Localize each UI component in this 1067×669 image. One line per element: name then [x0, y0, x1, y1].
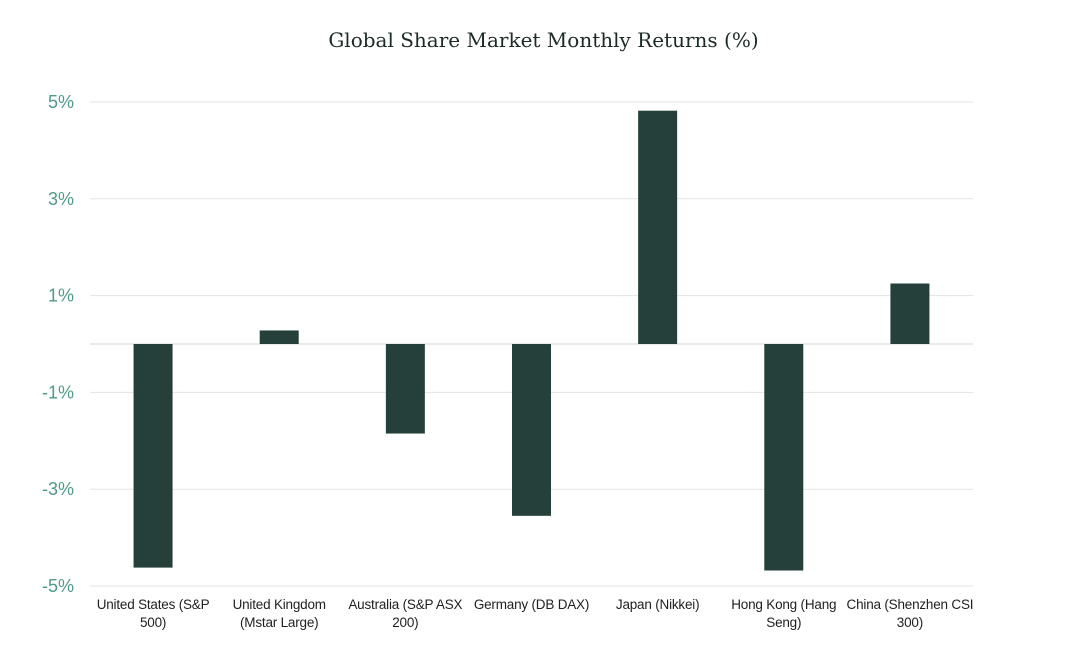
x-tick-label: United Kingdom [233, 597, 326, 612]
x-tick-label: United States (S&P [97, 597, 210, 612]
x-tick-label: China (Shenzhen CSI [847, 597, 974, 612]
x-tick-label: Hong Kong (Hang [731, 597, 836, 612]
x-tick-label: 300) [897, 615, 923, 630]
y-tick-label: 3% [48, 189, 74, 209]
y-tick-label: 5% [48, 92, 74, 112]
x-tick-label: 500) [140, 615, 166, 630]
bar [764, 344, 804, 571]
x-tick-label: Japan (Nikkei) [616, 597, 699, 612]
bar [890, 283, 930, 344]
y-tick-label: -3% [42, 479, 74, 499]
bar [638, 110, 678, 344]
y-tick-label: -5% [42, 576, 74, 596]
bar [259, 330, 299, 344]
x-tick-label: Germany (DB DAX) [474, 597, 589, 612]
y-tick-label: -1% [42, 382, 74, 402]
x-tick-label: Australia (S&P ASX [348, 597, 462, 612]
y-tick-label: 1% [48, 286, 74, 306]
bar [133, 344, 173, 568]
x-tick-label: (Mstar Large) [240, 615, 318, 630]
bar [512, 344, 551, 516]
x-tick-label: 200) [392, 615, 418, 630]
chart-title: Global Share Market Monthly Returns (%) [328, 28, 759, 52]
x-tick-label: Seng) [766, 615, 801, 630]
bar [385, 344, 425, 434]
